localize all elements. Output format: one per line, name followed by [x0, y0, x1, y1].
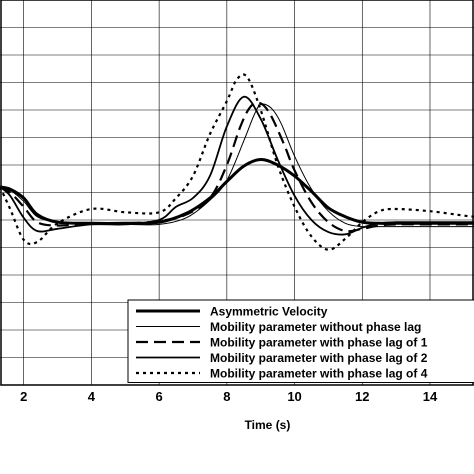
- x-tick-label: 14: [423, 389, 438, 404]
- x-axis-label: Time (s): [245, 418, 291, 432]
- x-tick-label: 2: [20, 389, 27, 404]
- legend-label: Mobility parameter without phase lag: [210, 320, 421, 334]
- plot-frame: [0, 0, 474, 386]
- x-tick-label: 8: [223, 389, 230, 404]
- legend-label: Mobility parameter with phase lag of 4: [210, 367, 428, 381]
- x-tick-label: 6: [156, 389, 163, 404]
- x-tick-label: 10: [287, 389, 301, 404]
- series-line-3: [0, 101, 474, 233]
- legend-label: Asymmetric Velocity: [210, 305, 328, 319]
- series-layer: [0, 73, 474, 251]
- series-line-1: [0, 158, 474, 225]
- x-tick-label: 12: [355, 389, 369, 404]
- legend-label: Mobility parameter with phase lag of 1: [210, 336, 428, 350]
- x-tick-label: 4: [88, 389, 96, 404]
- x-tick-labels: 2 4 6 8 10 12 14: [20, 389, 438, 404]
- legend-box: [127, 299, 474, 383]
- legend-label: Mobility parameter with phase lag of 2: [210, 351, 428, 365]
- series-line-4: [0, 95, 474, 236]
